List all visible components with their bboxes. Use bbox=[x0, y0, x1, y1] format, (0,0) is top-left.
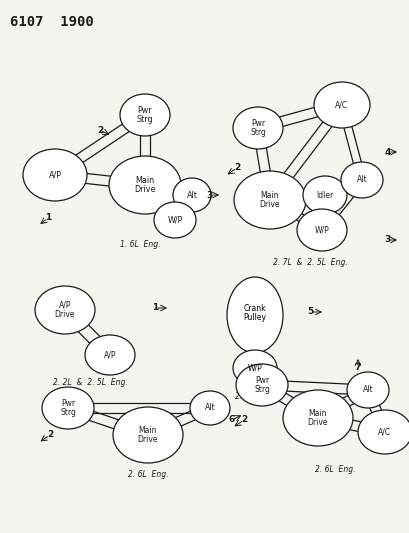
Ellipse shape bbox=[232, 107, 282, 149]
Text: Alt: Alt bbox=[186, 190, 197, 199]
Text: 1. 6L  Eng.: 1. 6L Eng. bbox=[119, 240, 160, 249]
Ellipse shape bbox=[189, 391, 229, 425]
Text: 1: 1 bbox=[45, 214, 51, 222]
Text: A/C: A/C bbox=[378, 427, 391, 437]
Text: Pwr
Strg: Pwr Strg bbox=[254, 376, 269, 394]
Text: 7: 7 bbox=[354, 364, 360, 373]
Text: A/P: A/P bbox=[48, 171, 61, 180]
Ellipse shape bbox=[85, 335, 135, 375]
Text: W/P: W/P bbox=[314, 225, 328, 235]
Ellipse shape bbox=[227, 277, 282, 353]
Text: 5: 5 bbox=[306, 308, 312, 317]
Text: W/P: W/P bbox=[247, 364, 262, 373]
Ellipse shape bbox=[313, 82, 369, 128]
Text: 2. 6L  Eng.: 2. 6L Eng. bbox=[314, 465, 354, 474]
Ellipse shape bbox=[340, 162, 382, 198]
Text: 3: 3 bbox=[384, 236, 390, 245]
Ellipse shape bbox=[109, 156, 180, 214]
Ellipse shape bbox=[120, 94, 170, 136]
Text: A/P
Drive: A/P Drive bbox=[55, 301, 75, 319]
Text: 2: 2 bbox=[97, 125, 103, 134]
Ellipse shape bbox=[296, 209, 346, 251]
Text: Main
Drive: Main Drive bbox=[307, 409, 328, 427]
Ellipse shape bbox=[42, 387, 94, 429]
Ellipse shape bbox=[173, 178, 211, 212]
Ellipse shape bbox=[113, 407, 182, 463]
Ellipse shape bbox=[282, 390, 352, 446]
Text: 6: 6 bbox=[228, 416, 234, 424]
Text: 1: 1 bbox=[151, 303, 158, 312]
Text: Alt: Alt bbox=[356, 175, 366, 184]
Text: 2. 7L  &  2. 5L  Eng.: 2. 7L & 2. 5L Eng. bbox=[272, 258, 346, 267]
Ellipse shape bbox=[35, 286, 95, 334]
Text: W/P: W/P bbox=[167, 215, 182, 224]
Ellipse shape bbox=[234, 171, 305, 229]
Ellipse shape bbox=[154, 202, 196, 238]
Text: A/C: A/C bbox=[335, 101, 348, 109]
Text: 2. 2L  &  2. 5L  Eng.: 2. 2L & 2. 5L Eng. bbox=[52, 378, 127, 387]
Text: Pwr
Strg: Pwr Strg bbox=[136, 106, 153, 124]
Text: Idler: Idler bbox=[316, 190, 333, 199]
Text: Alt: Alt bbox=[362, 385, 373, 394]
Text: 2: 2 bbox=[240, 416, 247, 424]
Text: Main
Drive: Main Drive bbox=[259, 191, 280, 209]
Ellipse shape bbox=[236, 364, 287, 406]
Text: Main
Drive: Main Drive bbox=[137, 426, 158, 445]
Text: Alt: Alt bbox=[204, 403, 215, 413]
Text: Pwr
Strg: Pwr Strg bbox=[60, 399, 76, 417]
Ellipse shape bbox=[23, 149, 87, 201]
Text: 2. 6L  Eng.: 2. 6L Eng. bbox=[234, 392, 274, 401]
Text: 6107  1900: 6107 1900 bbox=[10, 15, 94, 29]
Ellipse shape bbox=[232, 350, 276, 386]
Text: Crank
Pulley: Crank Pulley bbox=[243, 304, 266, 322]
Text: Pwr
Strg: Pwr Strg bbox=[249, 119, 265, 138]
Ellipse shape bbox=[302, 176, 346, 214]
Ellipse shape bbox=[346, 372, 388, 408]
Text: 3: 3 bbox=[207, 190, 213, 199]
Text: 2: 2 bbox=[47, 431, 53, 440]
Text: A/P: A/P bbox=[103, 351, 116, 359]
Text: 2: 2 bbox=[233, 164, 240, 173]
Ellipse shape bbox=[357, 410, 409, 454]
Text: 4: 4 bbox=[384, 148, 390, 157]
Text: Main
Drive: Main Drive bbox=[134, 176, 155, 195]
Text: 2. 6L  Eng.: 2. 6L Eng. bbox=[128, 470, 168, 479]
